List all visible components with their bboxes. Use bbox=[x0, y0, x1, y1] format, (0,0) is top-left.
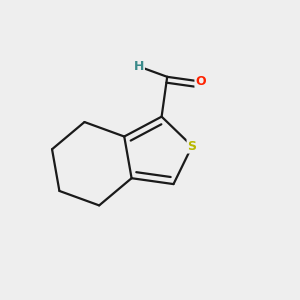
Text: H: H bbox=[134, 60, 144, 73]
Text: O: O bbox=[195, 75, 206, 88]
Text: S: S bbox=[188, 140, 196, 153]
